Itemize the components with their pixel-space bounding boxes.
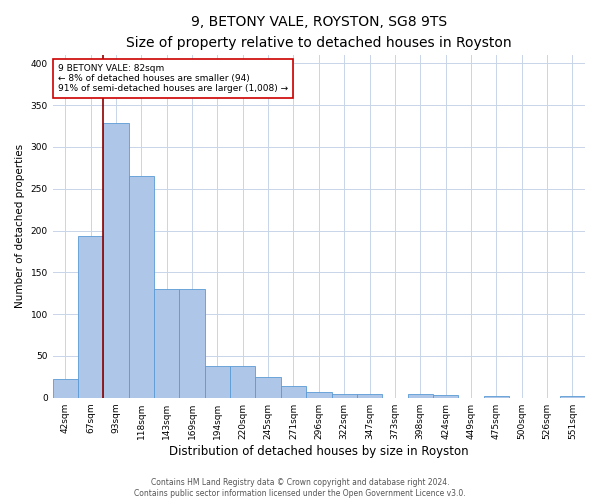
Bar xyxy=(256,377,281,398)
Bar xyxy=(433,395,458,398)
Bar xyxy=(357,394,382,398)
Text: 9 BETONY VALE: 82sqm
← 8% of detached houses are smaller (94)
91% of semi-detach: 9 BETONY VALE: 82sqm ← 8% of detached ho… xyxy=(58,64,288,94)
Bar xyxy=(332,394,357,398)
Bar xyxy=(129,176,154,398)
Bar xyxy=(78,236,103,398)
Bar xyxy=(560,396,585,398)
Bar xyxy=(230,366,256,398)
Bar xyxy=(205,366,230,398)
Bar xyxy=(306,392,332,398)
Y-axis label: Number of detached properties: Number of detached properties xyxy=(15,144,25,308)
Title: 9, BETONY VALE, ROYSTON, SG8 9TS
Size of property relative to detached houses in: 9, BETONY VALE, ROYSTON, SG8 9TS Size of… xyxy=(126,15,512,50)
Bar xyxy=(103,124,129,398)
Bar xyxy=(53,380,78,398)
Bar xyxy=(179,289,205,398)
Bar xyxy=(407,394,433,398)
Bar xyxy=(154,289,179,398)
X-axis label: Distribution of detached houses by size in Royston: Distribution of detached houses by size … xyxy=(169,444,469,458)
Text: Contains HM Land Registry data © Crown copyright and database right 2024.
Contai: Contains HM Land Registry data © Crown c… xyxy=(134,478,466,498)
Bar xyxy=(484,396,509,398)
Bar xyxy=(281,386,306,398)
